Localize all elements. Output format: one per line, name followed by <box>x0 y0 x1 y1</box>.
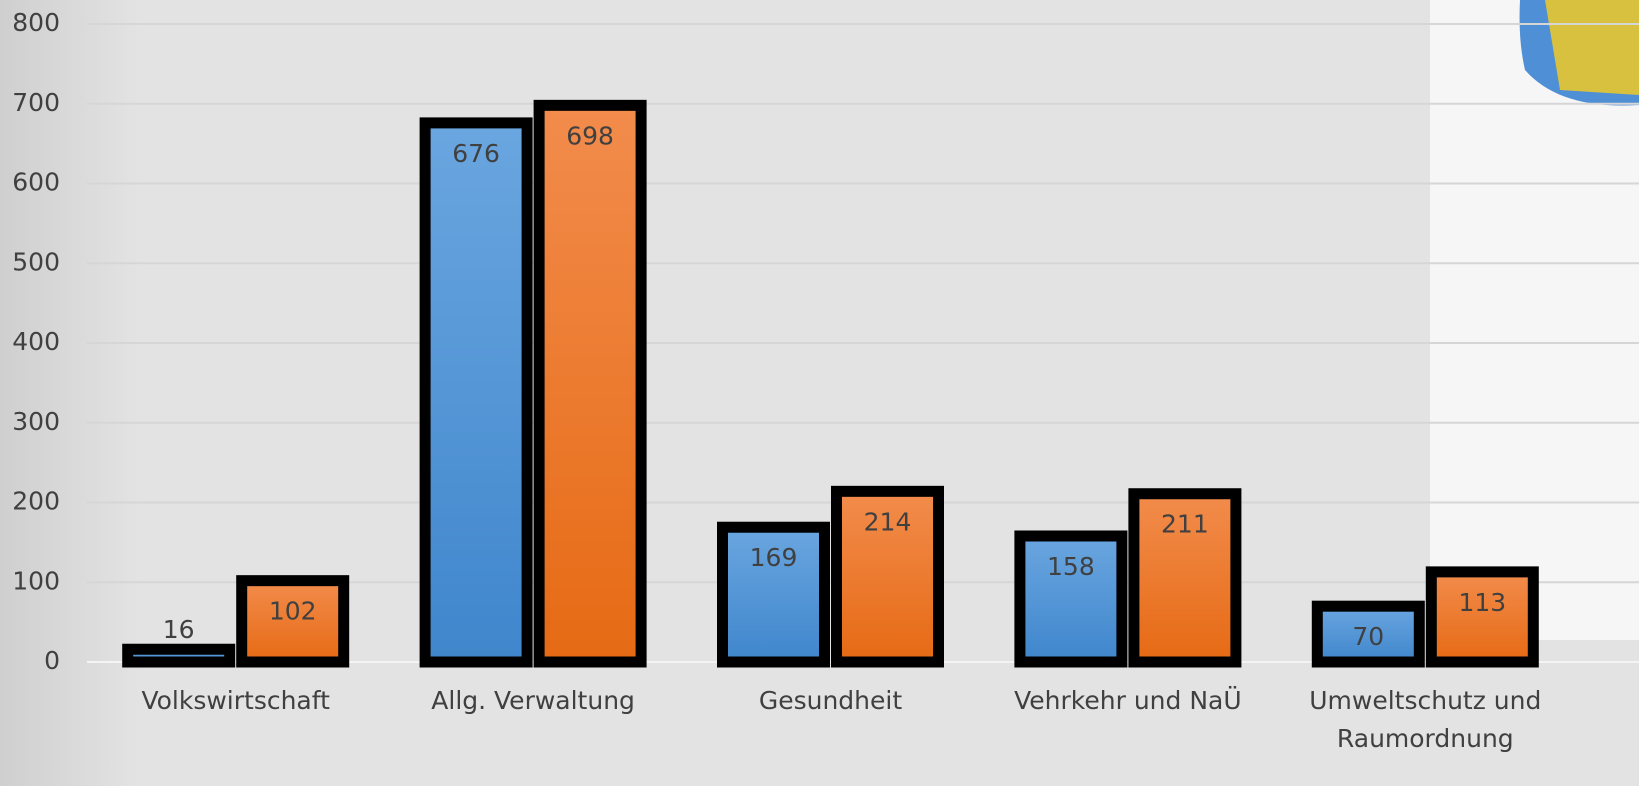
y-tick-label: 300 <box>12 407 60 436</box>
y-tick-label: 200 <box>12 487 60 516</box>
bar <box>831 485 944 668</box>
background-strip <box>0 0 140 786</box>
y-tick-label: 600 <box>12 168 60 197</box>
bar <box>122 643 236 668</box>
y-tick-label: 400 <box>12 327 60 356</box>
bar <box>1425 566 1539 668</box>
bar <box>1128 488 1242 668</box>
data-label: 70 <box>1352 622 1384 651</box>
data-label: 214 <box>864 507 912 536</box>
bar <box>1311 600 1425 668</box>
background-panel <box>1430 0 1639 640</box>
y-tick-label: 500 <box>12 247 60 276</box>
x-tick-label: Allg. Verwaltung <box>431 686 635 715</box>
data-label: 102 <box>269 597 317 626</box>
x-tick-label: Gesundheit <box>758 686 903 715</box>
bar <box>1014 530 1128 668</box>
data-label: 211 <box>1161 510 1209 539</box>
x-tick-label: Volkswirtschaft <box>141 686 330 715</box>
x-tick-label: Vehrkehr und NaÜ <box>1014 686 1242 715</box>
data-label: 16 <box>163 615 195 644</box>
data-label: 169 <box>750 543 798 572</box>
y-tick-label: 100 <box>12 566 60 595</box>
y-tick-label: 0 <box>44 646 60 675</box>
y-tick-label: 800 <box>12 8 60 37</box>
data-label: 676 <box>452 139 500 168</box>
data-label: 113 <box>1458 588 1506 617</box>
bar <box>717 521 830 668</box>
bar <box>236 575 350 668</box>
bar <box>533 99 647 668</box>
x-tick-label: Umweltschutz und Raumordnung <box>1309 686 1542 753</box>
logo-sheaf <box>1545 0 1639 95</box>
data-label: 158 <box>1047 552 1095 581</box>
data-label: 698 <box>566 121 614 150</box>
y-tick-label: 700 <box>12 88 60 117</box>
bar <box>419 117 533 668</box>
